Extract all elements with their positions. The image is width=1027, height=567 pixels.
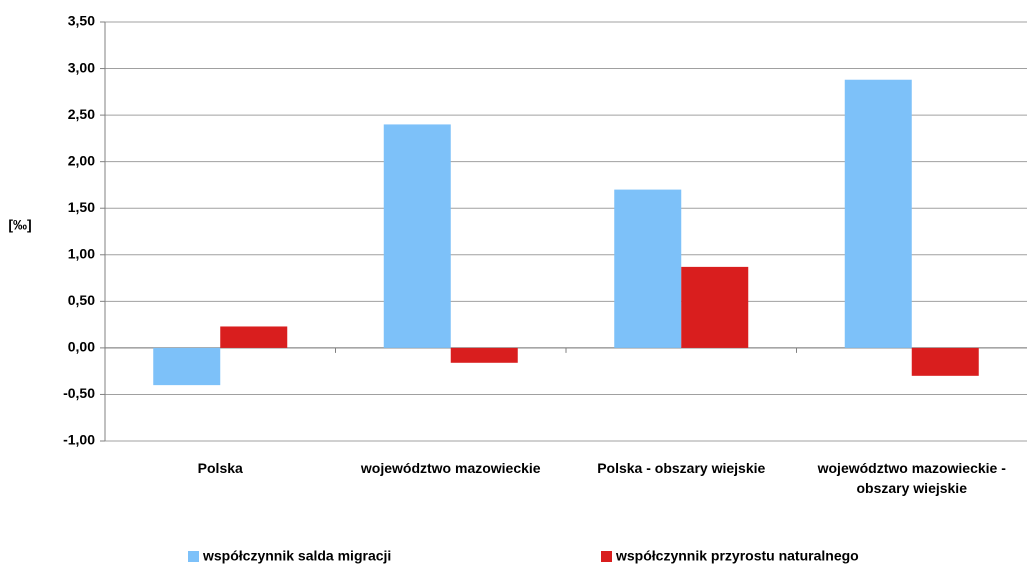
y-tick-label: -0,50 — [63, 385, 95, 401]
y-tick-label: 0,50 — [68, 292, 95, 308]
bar — [844, 79, 912, 348]
bar — [153, 347, 221, 386]
y-tick-label: 0,00 — [68, 339, 95, 355]
y-tick-label: 1,50 — [68, 199, 95, 215]
x-tick-label: Polska — [197, 460, 243, 476]
legend-swatch — [601, 551, 612, 562]
legend-label: współczynnik salda migracji — [202, 548, 391, 564]
x-tick-label: województwo mazowieckie — [360, 460, 541, 476]
y-tick-label: -1,00 — [63, 432, 95, 448]
bar — [614, 189, 682, 348]
bar — [911, 347, 979, 376]
y-tick-label: 3,00 — [68, 59, 95, 75]
x-tick-label: województwo mazowieckie - obszary wiejsk… — [817, 460, 1006, 496]
bar — [450, 347, 518, 363]
y-axis-label: [‰] — [8, 217, 31, 233]
y-tick-label: 3,50 — [68, 13, 95, 29]
bar — [383, 124, 451, 348]
y-tick-label: 1,00 — [68, 245, 95, 261]
y-tick-label: 2,00 — [68, 152, 95, 168]
bar — [681, 266, 749, 348]
legend-swatch — [188, 551, 199, 562]
bar — [220, 326, 288, 348]
y-tick-label: 2,50 — [68, 106, 95, 122]
x-tick-label: Polska - obszary wiejskie — [597, 460, 766, 476]
legend-label: współczynnik przyrostu naturalnego — [615, 548, 859, 564]
